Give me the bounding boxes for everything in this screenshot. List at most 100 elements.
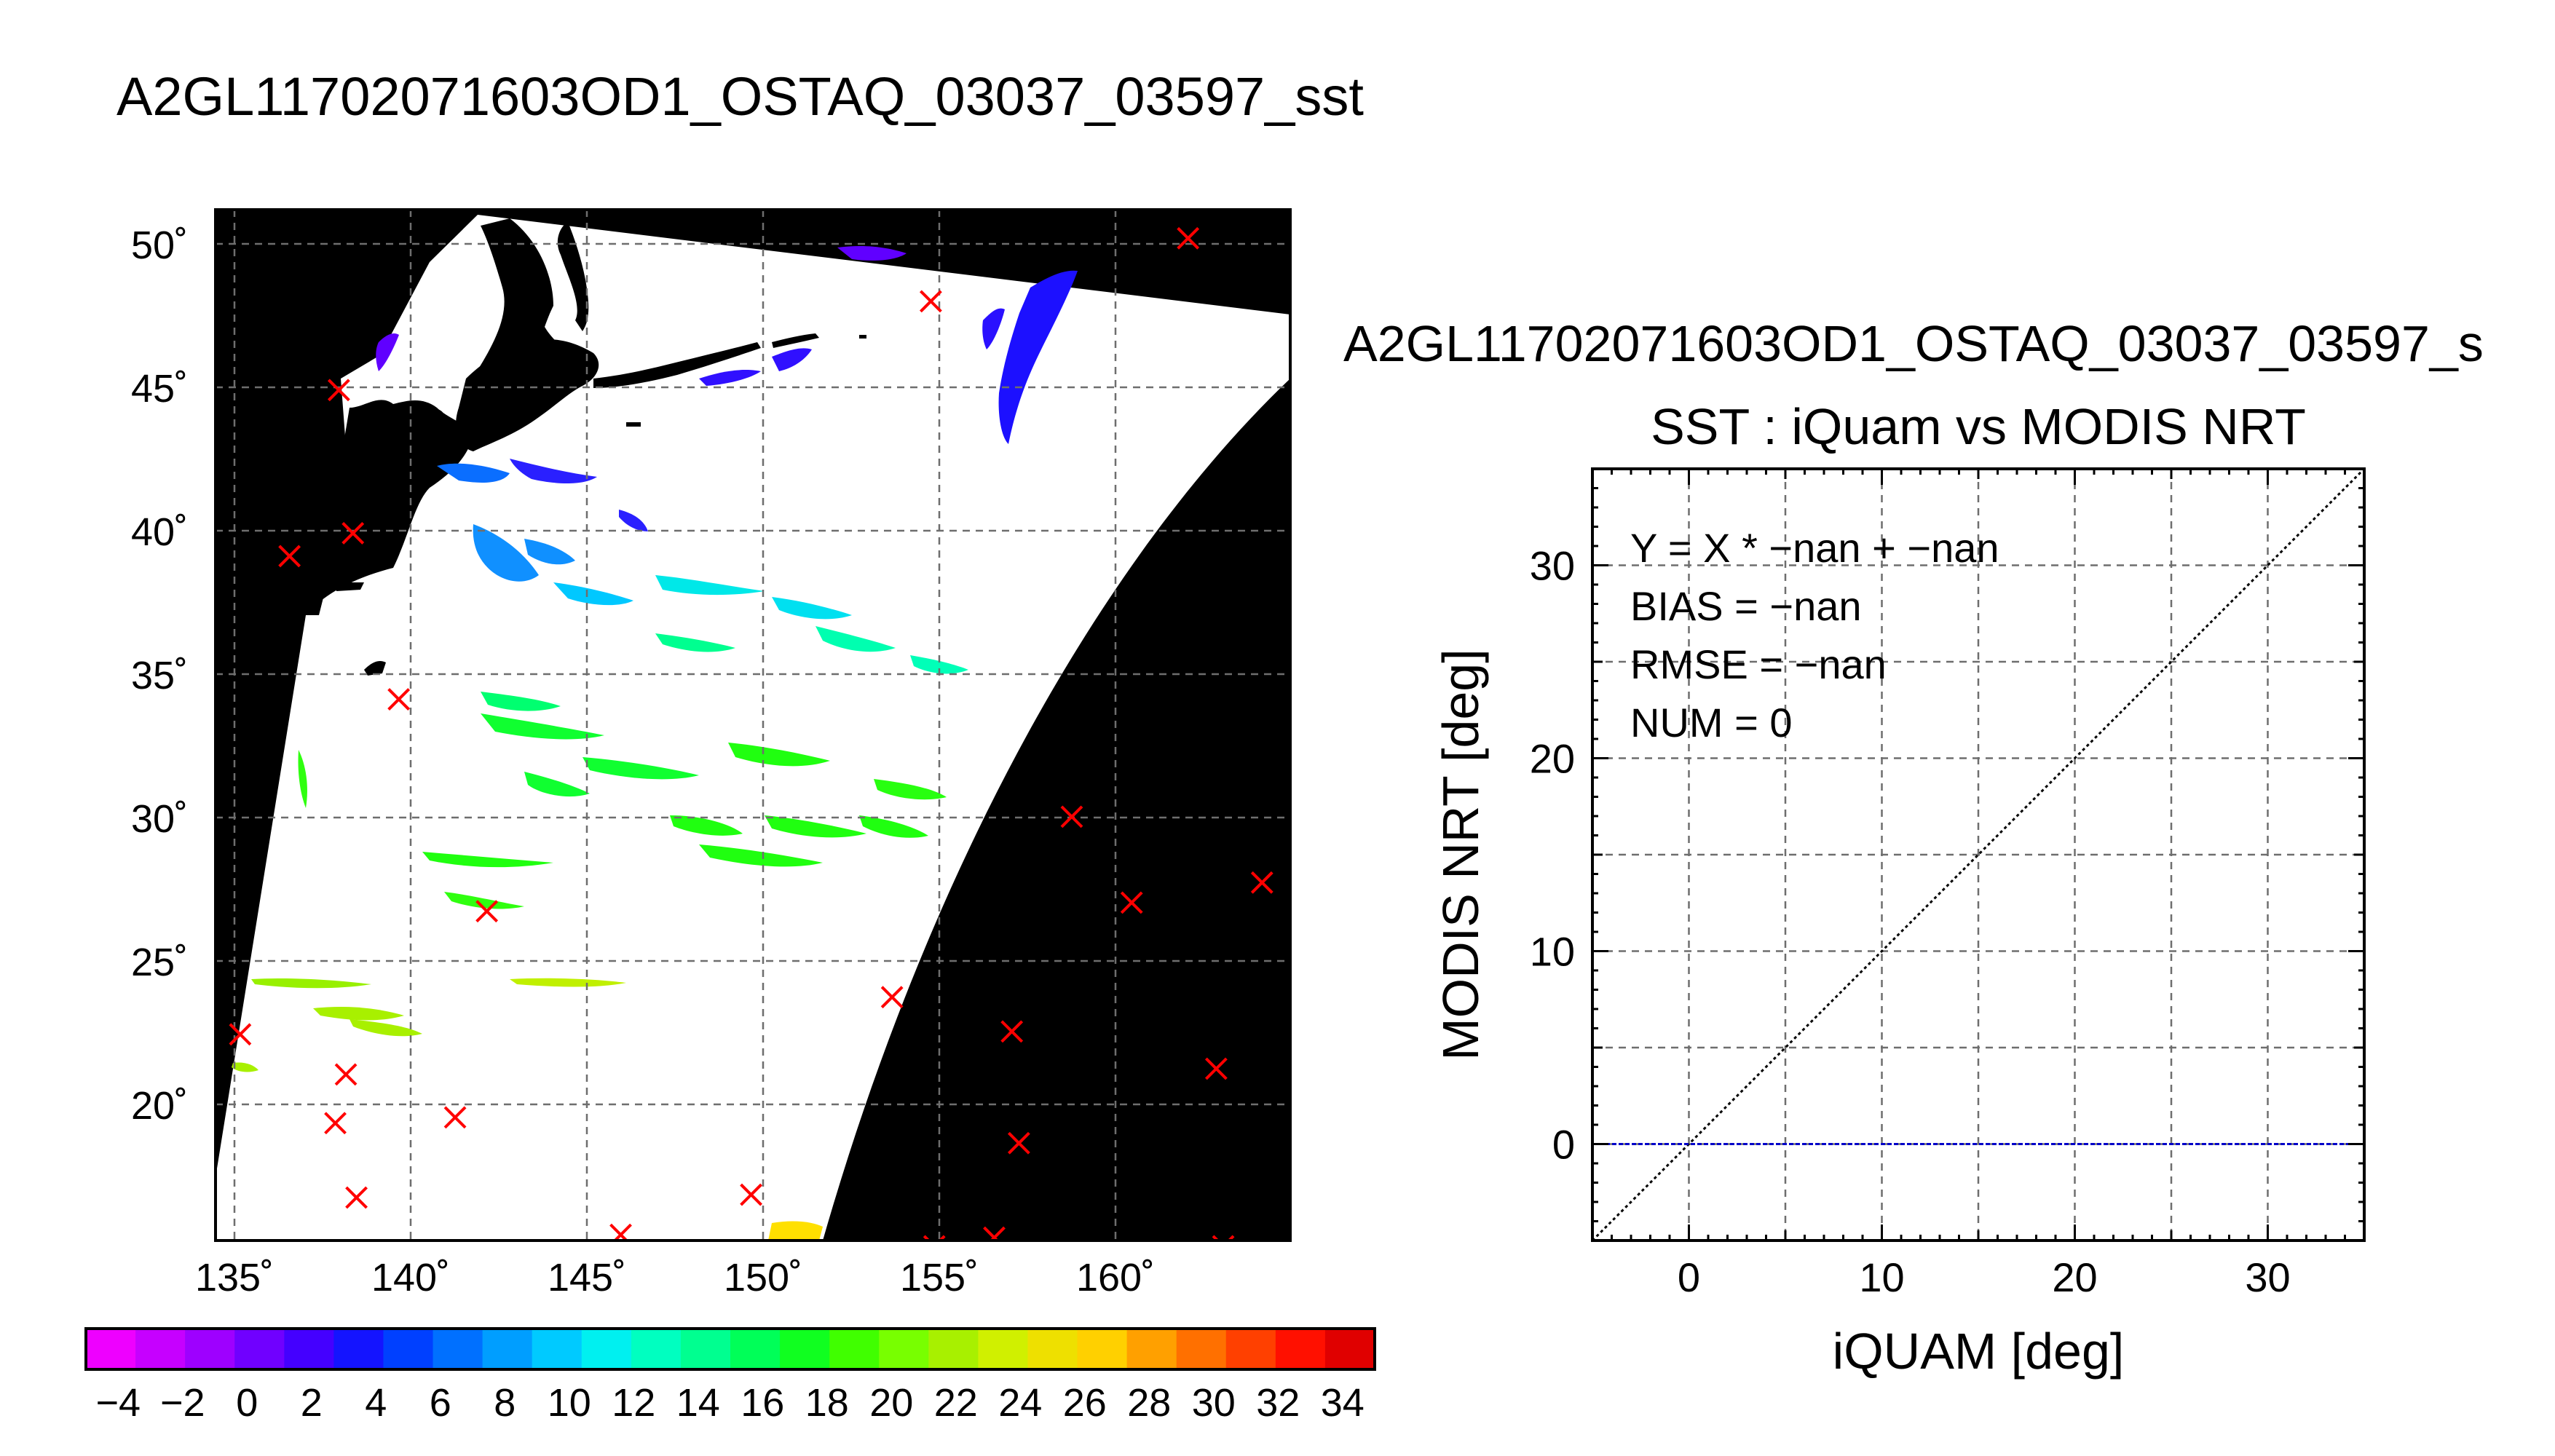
colorbar-tick-label: 10: [548, 1381, 591, 1425]
colorbar-cell: [86, 1329, 136, 1369]
colorbar-tick-label: −4: [95, 1381, 141, 1425]
colorbar-cell: [1275, 1329, 1326, 1369]
iquam-marker: [1177, 226, 1200, 250]
colorbar-cell: [581, 1329, 632, 1369]
plot-border: [1591, 467, 2366, 1242]
colorbar-cell: [135, 1329, 186, 1369]
iquam-marker: [609, 1223, 632, 1241]
iquam-marker: [324, 1112, 347, 1135]
iquam-marker: [1007, 1131, 1030, 1155]
sst-pixels: [232, 245, 1078, 1241]
y-tick-label: 0: [1552, 1122, 1575, 1168]
colorbar-cell: [928, 1329, 979, 1369]
colorbar-cell: [284, 1329, 334, 1369]
colorbar-cell: [1324, 1329, 1375, 1369]
colorbar-tick-labels: −4 −2 0 2 4 6 8 10 12 14 16 18 20 22 24 26 28 30 32 34: [95, 1381, 1364, 1425]
iquam-markers: [229, 226, 1273, 1241]
lon-label: 160˚: [1076, 1256, 1155, 1299]
iquam-marker: [1060, 805, 1083, 828]
lat-label: 50˚: [131, 223, 188, 267]
iquam-marker: [475, 900, 499, 923]
colorbar-cell: [383, 1329, 434, 1369]
colorbar-cell: [482, 1329, 533, 1369]
colorbar-cell: [185, 1329, 235, 1369]
colorbar-tick-label: 0: [236, 1381, 258, 1425]
x-tick-label: 10: [1859, 1254, 1904, 1300]
colorbar-tick-label: 24: [998, 1381, 1042, 1425]
reference-lines: [1592, 469, 2364, 1241]
iquam-marker: [983, 1226, 1006, 1241]
colorbar-cell: [730, 1329, 781, 1369]
x-axis-label: iQUAM [deg]: [1833, 1323, 2125, 1380]
map-title: A2GL11702071603OD1_OSTAQ_03037_03597_sst: [117, 66, 1364, 127]
iquam-marker: [1204, 1057, 1228, 1080]
fit-equation: Y = X * −nan + −nan: [1630, 525, 1999, 571]
colorbar-tick-label: 34: [1321, 1381, 1365, 1425]
iquam-marker: [1000, 1020, 1024, 1043]
colorbar-tick-label: 6: [430, 1381, 451, 1425]
y-tick-label: 30: [1530, 543, 1575, 589]
colorbar-cell: [680, 1329, 731, 1369]
colorbar-tick-label: 32: [1256, 1381, 1300, 1425]
plot-grid: [1592, 469, 2364, 1241]
num-value: NUM = 0: [1630, 700, 1793, 745]
colorbar-border: [84, 1327, 1376, 1371]
iquam-marker: [327, 379, 350, 402]
map-frame: [216, 210, 1290, 1241]
lat-label: 25˚: [131, 941, 188, 984]
x-tick-label: 0: [1678, 1254, 1700, 1300]
colorbar-tick-label: 4: [365, 1381, 387, 1425]
y-tick-label: 20: [1530, 736, 1575, 782]
axis-tick-labels: 0 10 20 30 0 10 20 30: [1530, 543, 2291, 1301]
y-axis-label: MODIS NRT [deg]: [1432, 649, 1489, 1060]
map-graticule: [216, 210, 1290, 1241]
colorbar-tick-label: 14: [676, 1381, 720, 1425]
iquam-marker: [334, 1063, 358, 1086]
colorbar-cell: [1027, 1329, 1078, 1369]
iquam-marker: [278, 545, 301, 568]
colorbar-tick-label: −2: [160, 1381, 205, 1425]
iquam-marker: [880, 986, 904, 1009]
colorbar-cell: [333, 1329, 384, 1369]
iquam-marker: [443, 1106, 467, 1129]
colorbar-tick-label: 28: [1127, 1381, 1171, 1425]
lat-label: 40˚: [131, 510, 188, 554]
colorbar-cell: [1176, 1329, 1227, 1369]
stats-block: Y = X * −nan + −nan BIAS = −nan RMSE = −…: [1630, 525, 1999, 745]
iquam-marker: [229, 1023, 252, 1046]
colorbar: [86, 1329, 1375, 1369]
colorbar-cell: [1225, 1329, 1276, 1369]
colorbar-tick-label: 30: [1192, 1381, 1236, 1425]
colorbar-cell: [631, 1329, 682, 1369]
colorbar-tick-label: 2: [301, 1381, 323, 1425]
colorbar-cell: [780, 1329, 830, 1369]
lat-label: 30˚: [131, 797, 188, 841]
iquam-marker: [341, 522, 365, 545]
colorbar-cell: [532, 1329, 583, 1369]
map-border: [214, 208, 1292, 1242]
lon-label: 135˚: [195, 1256, 274, 1299]
colorbar-cell: [829, 1329, 880, 1369]
rmse-value: RMSE = −nan: [1630, 641, 1887, 687]
colorbar-tick-label: 22: [934, 1381, 978, 1425]
iquam-marker: [1250, 871, 1273, 894]
scatter-header: A2GL11702071603OD1_OSTAQ_03037_03597_s: [1343, 315, 2484, 372]
lat-label: 20˚: [131, 1084, 188, 1128]
colorbar-cell: [234, 1329, 285, 1369]
colorbar-tick-label: 12: [612, 1381, 655, 1425]
colorbar-tick-label: 26: [1063, 1381, 1107, 1425]
lon-label: 140˚: [371, 1256, 450, 1299]
colorbar-cell: [978, 1329, 1028, 1369]
iquam-marker: [740, 1183, 762, 1206]
lat-label: 45˚: [131, 367, 188, 411]
colorbar-tick-label: 16: [741, 1381, 784, 1425]
colorbar-tick-label: 18: [805, 1381, 849, 1425]
land-mask: [306, 218, 929, 676]
colorbar-cell: [1077, 1329, 1128, 1369]
iquam-marker: [387, 688, 411, 711]
lon-label: 145˚: [548, 1256, 626, 1299]
colorbar-tick-label: 8: [494, 1381, 516, 1425]
lon-axis-labels: 135˚ 140˚ 145˚ 150˚ 155˚ 160˚: [195, 1256, 1155, 1299]
iquam-marker: [919, 290, 942, 313]
